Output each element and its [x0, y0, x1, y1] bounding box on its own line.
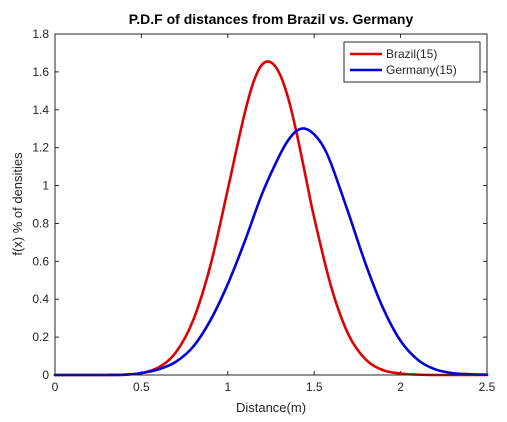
plot-area: [55, 34, 487, 375]
x-axis-label: Distance(m): [236, 400, 306, 415]
y-tick-label: 1.6: [32, 65, 49, 79]
y-tick-label: 0.4: [32, 292, 49, 306]
x-tick-label: 2.5: [479, 380, 496, 394]
x-tick-label: 1.5: [306, 380, 323, 394]
x-tick-label: 2: [397, 380, 404, 394]
y-tick-label: 0.6: [32, 254, 49, 268]
legend-label: Germany(15): [386, 63, 457, 77]
legend-label: Brazil(15): [386, 47, 437, 61]
x-tick-label: 0.5: [133, 380, 150, 394]
y-tick-label: 1.4: [32, 103, 49, 117]
chart-title: P.D.F of distances from Brazil vs. Germa…: [129, 11, 414, 27]
tick-layer: 0 0.5 1 1.5 2 2.5 0 0.2 0.4 0.6 0.8 1 1.2 1.4 1.6 1.8: [32, 27, 495, 394]
plot-frame: [54, 33, 488, 376]
y-tick-label: 1: [42, 179, 49, 193]
y-tick-label: 0.8: [32, 216, 49, 230]
legend: Brazil(15) Germany(15): [343, 41, 481, 83]
series-line-germany: [53, 127, 489, 377]
y-tick-label: 1.8: [32, 27, 49, 41]
y-tick-label: 1.2: [32, 141, 49, 155]
y-tick-label: 0: [42, 368, 49, 382]
legend-box: [343, 41, 481, 83]
series-layer: [53, 60, 489, 377]
x-tick-label: 1: [224, 380, 231, 394]
x-tick-label: 0: [52, 380, 59, 394]
y-tick-label: 0.2: [32, 330, 49, 344]
y-axis-label: f(x) % of densities: [10, 152, 25, 256]
